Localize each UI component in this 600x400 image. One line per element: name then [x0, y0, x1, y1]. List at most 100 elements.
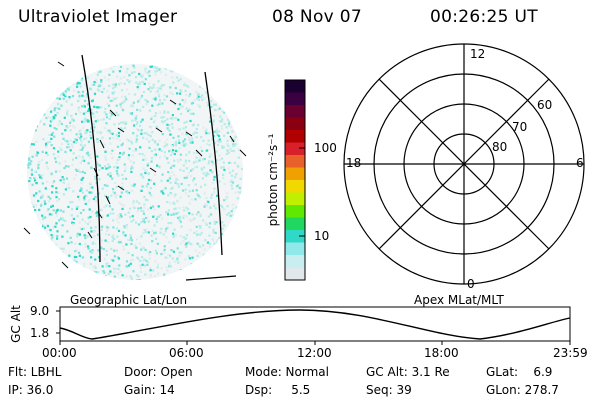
emission-pixel [104, 159, 107, 162]
emission-pixel [210, 100, 213, 103]
emission-pixel [114, 196, 117, 199]
emission-pixel [235, 235, 238, 238]
emission-pixel [39, 120, 42, 123]
emission-pixel [46, 180, 49, 183]
emission-pixel [68, 86, 71, 89]
emission-pixel [210, 196, 213, 199]
emission-pixel [148, 74, 151, 77]
emission-pixel [149, 90, 152, 93]
emission-pixel [162, 84, 165, 87]
emission-pixel [146, 199, 149, 202]
emission-pixel [89, 250, 92, 253]
emission-pixel [105, 229, 109, 232]
emission-pixel [85, 152, 89, 155]
emission-pixel [80, 267, 84, 270]
emission-pixel [233, 93, 236, 96]
emission-pixel [79, 171, 82, 174]
emission-pixel [101, 187, 104, 190]
emission-pixel [234, 174, 237, 177]
emission-pixel [79, 211, 82, 215]
emission-pixel [104, 155, 107, 158]
emission-pixel [125, 121, 128, 124]
emission-pixel [149, 273, 152, 276]
emission-pixel [137, 207, 140, 210]
emission-pixel [153, 208, 156, 211]
emission-pixel [199, 213, 202, 216]
emission-pixel [145, 132, 148, 135]
emission-pixel [62, 219, 65, 222]
emission-pixel [27, 241, 30, 244]
emission-pixel [221, 146, 224, 149]
emission-pixel [204, 174, 207, 177]
emission-pixel [189, 219, 192, 223]
emission-pixel [229, 251, 232, 254]
emission-pixel [28, 119, 31, 122]
emission-pixel [35, 117, 38, 120]
emission-pixel [82, 209, 85, 212]
emission-pixel [150, 87, 154, 90]
emission-pixel [185, 176, 188, 179]
emission-pixel [137, 100, 140, 103]
emission-pixel [56, 235, 59, 238]
mlat-label-70: 70 [512, 120, 528, 134]
emission-pixel [225, 236, 228, 239]
emission-pixel [116, 75, 119, 78]
emission-pixel [131, 119, 134, 122]
emission-pixel [199, 261, 202, 264]
emission-pixel [36, 76, 39, 79]
emission-pixel [99, 70, 102, 73]
emission-pixel [41, 214, 44, 217]
emission-pixel [156, 242, 159, 245]
emission-pixel [199, 225, 202, 228]
emission-pixel [149, 251, 152, 254]
emission-pixel [109, 175, 112, 178]
emission-pixel [144, 98, 147, 101]
emission-pixel [206, 241, 210, 244]
emission-pixel [218, 73, 221, 76]
emission-pixel [108, 137, 112, 140]
emission-pixel [50, 137, 53, 140]
emission-pixel [31, 118, 35, 121]
emission-pixel [227, 151, 230, 154]
emission-pixel [33, 229, 36, 232]
emission-pixel [219, 115, 222, 118]
emission-pixel [195, 128, 198, 131]
emission-pixel [148, 257, 151, 260]
emission-pixel [88, 208, 91, 211]
emission-pixel [185, 120, 188, 123]
grid-ticks [23, 61, 247, 269]
emission-pixel [63, 116, 66, 119]
emission-pixel [237, 84, 240, 87]
emission-pixel [49, 197, 52, 200]
emission-pixel [89, 262, 92, 266]
emission-pixel [174, 117, 177, 120]
emission-pixel [173, 69, 176, 72]
emission-pixel [52, 226, 55, 229]
emission-pixel [30, 173, 34, 176]
emission-pixel [136, 256, 139, 259]
emission-pixel [172, 68, 175, 71]
emission-pixel [227, 122, 231, 125]
emission-pixel [125, 224, 128, 227]
emission-pixel [153, 64, 156, 67]
emission-pixel [240, 74, 243, 77]
emission-pixel [237, 228, 240, 231]
emission-pixel [229, 247, 233, 250]
emission-pixel [90, 108, 93, 111]
emission-pixel [118, 139, 121, 142]
emission-pixel [183, 84, 186, 87]
colorbar-band [285, 267, 305, 281]
emission-pixel [104, 157, 107, 160]
emission-pixel [75, 207, 78, 210]
emission-pixel [226, 192, 229, 195]
emission-pixel [230, 149, 233, 152]
emission-pixel [121, 89, 124, 92]
emission-pixel [122, 151, 125, 154]
emission-pixel [187, 71, 190, 74]
altitude-plot [56, 306, 571, 345]
emission-pixel [36, 114, 39, 117]
emission-pixel [64, 90, 67, 93]
emission-pixel [43, 113, 46, 116]
emission-pixel [28, 145, 31, 148]
emission-pixel [214, 207, 217, 210]
